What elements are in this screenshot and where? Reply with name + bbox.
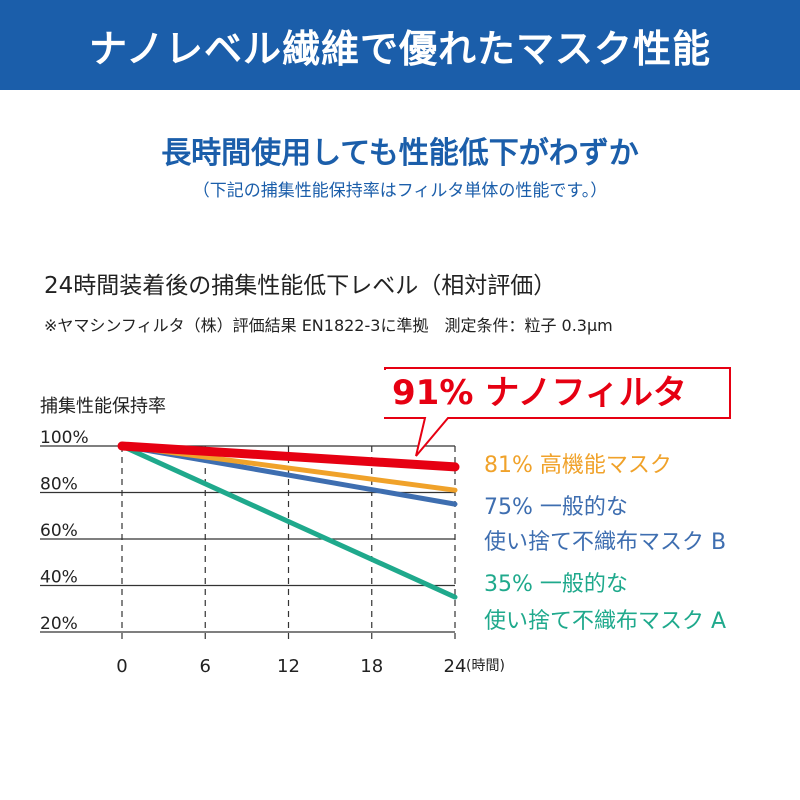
subnote: （下記の捕集性能保持率はフィルタ単体の性能です。） [192,181,608,201]
series-label: 75% 一般的な [484,495,628,520]
series-label: 91% ナノフィルタ [392,373,687,413]
series-line [117,441,460,472]
series-label-line2: 使い捨て不織布マスク A [484,609,726,634]
x-tick-label: 18 [360,656,383,677]
y-tick-label: 100% [40,428,89,448]
x-tick-label: 0 [116,656,127,677]
y-tick-label: 40% [40,568,78,588]
x-tick-label: 6 [200,656,211,677]
x-axis-label: (時間) [466,658,505,674]
y-tick-label: 20% [40,614,78,634]
chart-note: ※ヤマシンフィルタ（株）評価結果 EN1822-3に準拠 測定条件：粒子 0.3… [44,316,613,335]
series-label: 35% 一般的な [484,572,628,597]
series-label-line2: 使い捨て不織布マスク B [484,530,726,555]
y-tick-label: 60% [40,521,78,541]
series-label: 81% 高機能マスク [484,453,672,478]
y-axis-label: 捕集性能保持率 [40,396,166,417]
chart-title: 24時間装着後の捕集性能低下レベル（相対評価） [44,273,557,299]
y-tick-label: 80% [40,475,78,495]
x-tick-label: 12 [277,656,300,677]
page-title: ナノレベル繊維で優れたマスク性能 [88,26,712,71]
header-banner: ナノレベル繊維で優れたマスク性能 [0,0,800,90]
x-tick-label: 24 [444,656,467,677]
headline: 長時間使用しても性能低下がわずか [161,136,639,171]
callout-box [384,367,731,457]
series-line [119,443,458,600]
callout-left-mask [384,370,388,417]
